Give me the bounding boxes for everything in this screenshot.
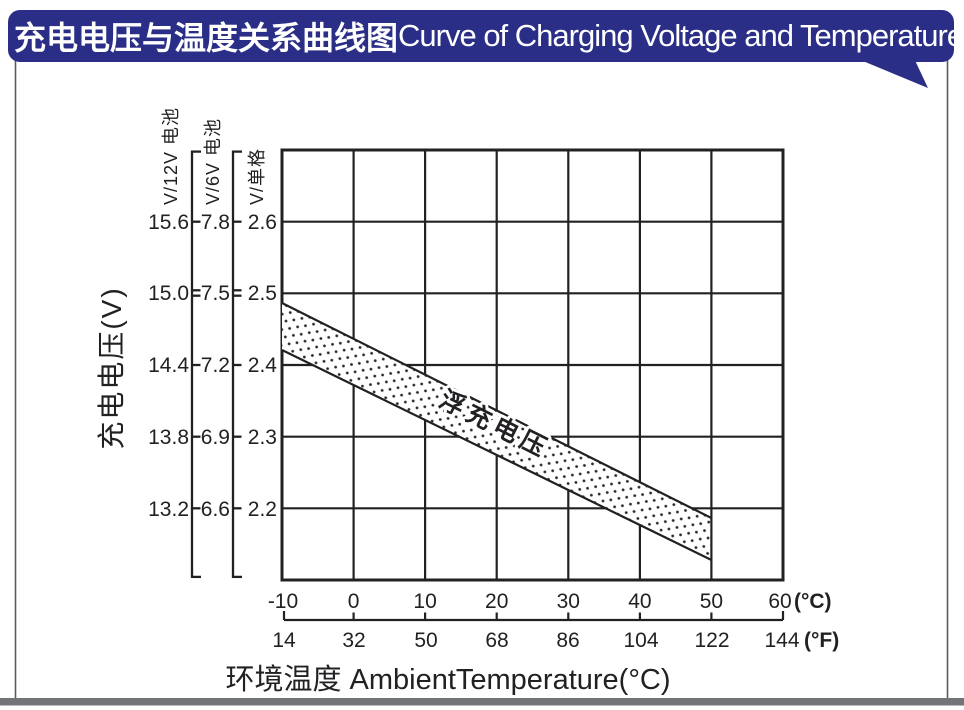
y6v-tick-4: 6.6 (201, 498, 230, 521)
banner-title-chinese: 充电电压与温度关系曲线图 (14, 20, 399, 56)
xf-tick-3: 68 (485, 629, 508, 652)
xc-tick-6: 50 (700, 590, 723, 613)
xf-tick-2: 50 (414, 629, 437, 652)
y12v-tick-4: 13.2 (148, 498, 189, 521)
xf-tick-1: 32 (342, 629, 365, 652)
y-axis-12v-name: V/12V 电池 (161, 107, 181, 205)
ycell-tick-3: 2.3 (248, 426, 277, 449)
y-axis-12v-ticks: 15.6 15.0 14.4 13.8 13.2 (148, 211, 189, 521)
y-axis-6v-name: V/6V 电池 (203, 118, 223, 205)
xc-tick-0: -10 (268, 590, 298, 613)
xf-tick-0: 14 (272, 629, 296, 652)
title-banner: 充电电压与温度关系曲线图 Curve of Charging Voltage an… (8, 10, 954, 62)
xc-tick-1: 0 (348, 590, 360, 613)
y-axis-cell-ticks: 2.6 2.5 2.4 2.3 2.2 (248, 211, 278, 521)
page-bottom-bar (0, 698, 964, 706)
x-axis-celsius-ticks: -10 0 10 20 30 40 50 60 (268, 590, 792, 613)
y6v-tick-2: 7.2 (201, 354, 230, 377)
xc-tick-5: 40 (628, 590, 651, 613)
y-axis-cell-name: V/单格 (247, 148, 267, 205)
y-axis-12v (190, 150, 201, 579)
y12v-tick-1: 15.0 (148, 282, 189, 305)
y12v-tick-3: 13.8 (148, 426, 189, 449)
xc-tick-3: 20 (485, 590, 508, 613)
xc-tick-4: 30 (557, 590, 580, 613)
x-axis-fahrenheit-line (282, 611, 785, 622)
x-axis-title: 环境温度 AmbientTemperature(°C) (225, 663, 670, 696)
page-frame (14, 40, 949, 698)
y-axis-title: 充电电压(V) (96, 286, 127, 449)
xf-tick-6: 122 (694, 629, 729, 652)
fahrenheit-unit-label: (°F) (804, 629, 839, 652)
ycell-tick-1: 2.5 (248, 282, 277, 305)
y12v-tick-0: 15.6 (148, 211, 189, 234)
ycell-tick-4: 2.2 (248, 498, 277, 521)
celsius-unit-label: (°C) (794, 590, 832, 613)
xf-tick-7: 144 (764, 629, 799, 652)
y12v-tick-2: 14.4 (148, 354, 189, 377)
y6v-tick-0: 7.8 (201, 211, 230, 234)
ycell-tick-0: 2.6 (248, 211, 277, 234)
xf-tick-5: 104 (623, 629, 658, 652)
x-axis-fahrenheit-ticks: 14 32 50 68 86 104 122 144 (272, 629, 800, 652)
xf-tick-4: 86 (556, 629, 579, 652)
banner-tail (846, 54, 928, 88)
xc-tick-7: 60 (768, 590, 791, 613)
xc-tick-2: 10 (413, 590, 436, 613)
ycell-tick-2: 2.4 (248, 354, 278, 377)
y-axis-6v-ticks: 7.8 7.5 7.2 6.9 6.6 (201, 211, 230, 521)
banner-title-english: Curve of Charging Voltage and Temperatur… (398, 18, 954, 53)
y-axis-6v (231, 150, 242, 579)
y6v-tick-3: 6.9 (201, 426, 230, 449)
y6v-tick-1: 7.5 (201, 282, 230, 305)
